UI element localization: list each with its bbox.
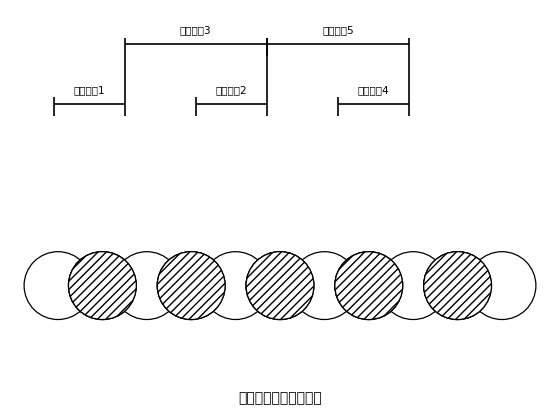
Text: 施工顺序1: 施工顺序1 xyxy=(73,85,105,95)
Circle shape xyxy=(468,252,536,320)
Circle shape xyxy=(424,252,492,320)
Circle shape xyxy=(157,252,225,320)
Circle shape xyxy=(157,252,225,320)
Circle shape xyxy=(335,252,403,320)
Circle shape xyxy=(157,252,225,320)
Circle shape xyxy=(68,252,136,320)
Text: 搞拌桩施工顺序示意图: 搞拌桩施工顺序示意图 xyxy=(238,391,322,405)
Circle shape xyxy=(424,252,492,320)
Circle shape xyxy=(202,252,269,320)
Text: 施工顺序2: 施工顺序2 xyxy=(216,85,247,95)
Circle shape xyxy=(68,252,136,320)
Circle shape xyxy=(246,252,314,320)
Circle shape xyxy=(335,252,403,320)
Circle shape xyxy=(246,252,314,320)
Circle shape xyxy=(246,252,314,320)
Text: 施工顺序4: 施工顺序4 xyxy=(358,85,389,95)
Circle shape xyxy=(113,252,181,320)
Circle shape xyxy=(291,252,358,320)
Text: 施工顺序5: 施工顺序5 xyxy=(322,26,354,36)
Text: 施工顺序3: 施工顺序3 xyxy=(180,26,212,36)
Circle shape xyxy=(68,252,136,320)
Circle shape xyxy=(335,252,403,320)
Circle shape xyxy=(379,252,447,320)
Circle shape xyxy=(424,252,492,320)
Circle shape xyxy=(24,252,92,320)
